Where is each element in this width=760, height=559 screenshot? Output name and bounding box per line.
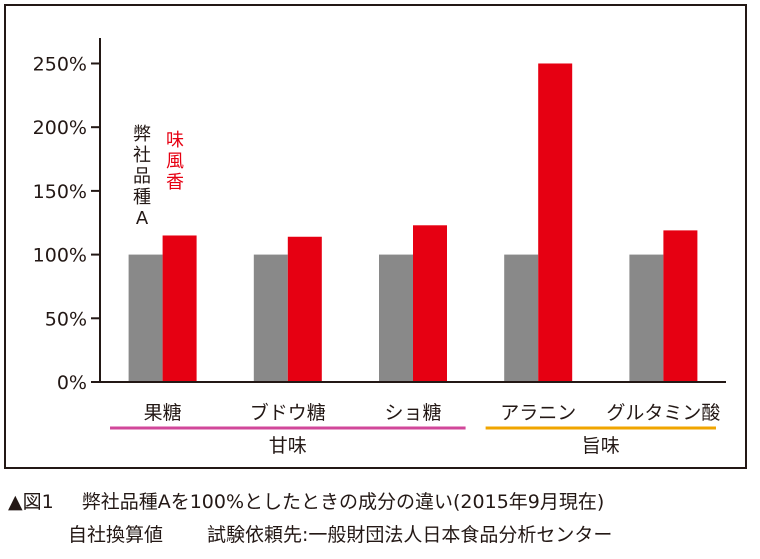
testing-lab-note: 試験依頼先:一般財団法人日本食品分析センター bbox=[207, 524, 613, 546]
bar-mifuuka bbox=[538, 63, 573, 383]
y-tick-label: 200% bbox=[33, 117, 87, 139]
x-category-label: ブドウ糖 bbox=[250, 401, 326, 424]
chart-frame: 0% 50% 100% 150% 200% 250% 果糖 ブドウ糖 ショ糖 アラニン グルタミン酸… bbox=[4, 4, 747, 469]
figure-title: 弊社品種Aを100%としたときの成分の違い(2015年9月現在) bbox=[81, 491, 605, 513]
bar-reference bbox=[629, 254, 664, 382]
y-tick-label: 0% bbox=[57, 372, 87, 394]
y-tick-label: 50% bbox=[45, 308, 87, 330]
figure-caption-line-1: ▲図1 弊社品種Aを100%としたときの成分の違い(2015年9月現在) bbox=[8, 487, 604, 514]
bar-mifuuka bbox=[663, 230, 698, 382]
bar-reference bbox=[253, 254, 288, 382]
bar-chart: 0% 50% 100% 150% 200% 250% 果糖 ブドウ糖 ショ糖 アラニン グルタミン酸… bbox=[33, 38, 726, 457]
legend-label: 弊社品種 A bbox=[133, 124, 151, 229]
group-label: 甘味 bbox=[269, 435, 307, 457]
bar-reference bbox=[128, 254, 163, 382]
figure-number: ▲図1 bbox=[8, 491, 54, 513]
y-tick-label: 100% bbox=[33, 245, 87, 267]
y-tick-label: 150% bbox=[33, 181, 87, 203]
bar-mifuuka bbox=[162, 235, 197, 382]
figure-caption-line-2: 自社換算値 試験依頼先:一般財団法人日本食品分析センター bbox=[8, 520, 612, 547]
calculation-note: 自社換算値 bbox=[68, 524, 164, 546]
x-category-label: 果糖 bbox=[144, 402, 182, 424]
x-category-label: グルタミン酸 bbox=[606, 402, 720, 424]
x-category-label: ショ糖 bbox=[384, 402, 441, 424]
x-category-label: アラニン bbox=[500, 402, 576, 424]
y-tick-label: 250% bbox=[33, 53, 87, 75]
bar-reference bbox=[504, 254, 539, 382]
bar-reference bbox=[379, 254, 413, 382]
bar-mifuuka bbox=[413, 225, 447, 382]
bar-mifuuka bbox=[287, 236, 322, 382]
group-label: 旨味 bbox=[582, 435, 620, 457]
legend-label: 味風香 bbox=[166, 130, 184, 193]
